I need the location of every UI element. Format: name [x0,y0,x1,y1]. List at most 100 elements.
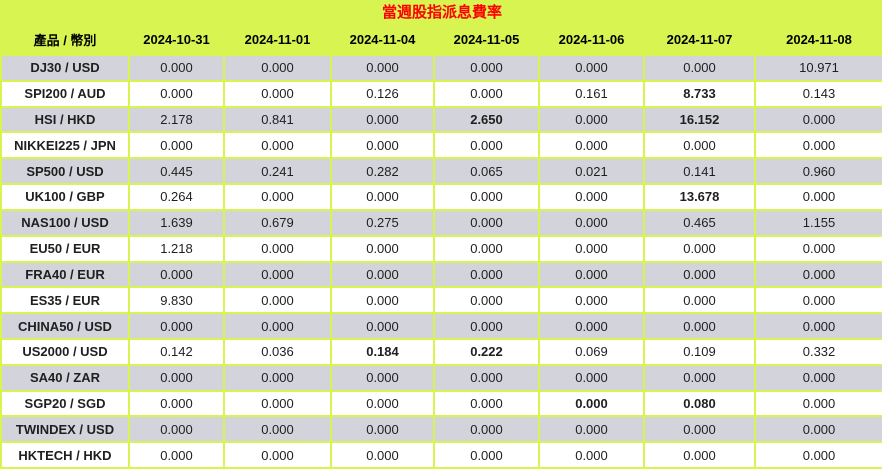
table-row: TWINDEX / USD 0.000 0.000 0.000 0.000 0.000 0.… [0,415,882,444]
table-row: CHINA50 / USD 0.000 0.000 0.000 0.000 0.000 0.… [0,312,882,340]
rate-value-cell: 0.000 [330,286,435,315]
date-column-header: 2024-10-31 [128,23,225,56]
rate-value-cell: 0.000 [128,79,225,108]
rate-value-cell: 13.678 [643,183,756,211]
table-row: ES35 / EUR 9.830 0.000 0.000 0.000 0.000 0.000… [0,286,882,315]
table-body: DJ30 / USD 0.000 0.000 0.000 0.000 0.000 0.000… [0,54,882,469]
table-row: SP500 / USD 0.445 0.241 0.282 0.065 0.021 0.14… [0,157,882,186]
rate-value-cell: 0.000 [330,363,435,392]
rate-value-cell: 0.000 [330,105,435,134]
rate-value-cell: 0.445 [128,157,225,186]
rate-value-cell: 0.000 [330,183,435,211]
rate-value-cell: 0.000 [753,260,882,289]
product-label: SGP20 / SGD [0,389,130,418]
rate-value-cell: 0.000 [330,131,435,160]
rate-value-cell: 0.000 [753,389,882,418]
rate-value-cell: 0.000 [433,312,540,340]
product-label: EU50 / EUR [0,234,130,263]
rate-value-cell: 0.000 [433,389,540,418]
rate-value-cell: 0.000 [128,260,225,289]
rate-value-cell: 0.141 [643,157,756,186]
table-row: SA40 / ZAR 0.000 0.000 0.000 0.000 0.000 0.000… [0,363,882,392]
rate-value-cell: 0.275 [330,208,435,237]
rate-value-cell: 0.000 [643,363,756,392]
rate-value-cell: 0.000 [643,312,756,340]
rate-value-cell: 0.000 [643,415,756,444]
date-column-header: 2024-11-08 [753,23,882,56]
rate-value-cell: 0.000 [128,389,225,418]
table-row: EU50 / EUR 1.218 0.000 0.000 0.000 0.000 0.000… [0,234,882,263]
rate-value-cell: 0.000 [223,54,332,82]
table-row: US2000 / USD 0.142 0.036 0.184 0.222 0.069 0.1… [0,337,882,366]
rate-value-cell: 0.000 [643,260,756,289]
rate-value-cell: 0.000 [643,234,756,263]
rate-value-cell: 0.143 [753,79,882,108]
rate-value-cell: 9.830 [128,286,225,315]
table-row: UK100 / GBP 0.264 0.000 0.000 0.000 0.000 13.6… [0,183,882,211]
rate-value-cell: 0.000 [538,183,645,211]
table-row: FRA40 / EUR 0.000 0.000 0.000 0.000 0.000 0.00… [0,260,882,289]
rate-value-cell: 8.733 [643,79,756,108]
product-label: DJ30 / USD [0,54,130,82]
rate-value-cell: 0.000 [330,415,435,444]
rate-value-cell: 0.000 [128,312,225,340]
rate-value-cell: 0.000 [753,105,882,134]
rate-value-cell: 0.000 [330,234,435,263]
product-label: CHINA50 / USD [0,312,130,340]
rate-value-cell: 0.282 [330,157,435,186]
rate-value-cell: 0.000 [753,312,882,340]
rate-value-cell: 0.000 [223,131,332,160]
rate-value-cell: 0.000 [538,260,645,289]
table-header-row: 產品 / 幣別 2024-10-31 2024-11-01 2024-11-04 202… [0,23,882,56]
rate-value-cell: 0.142 [128,337,225,366]
product-label: HSI / HKD [0,105,130,134]
rate-value-cell: 0.000 [223,389,332,418]
product-column-header: 產品 / 幣別 [0,23,130,56]
rate-value-cell: 0.000 [330,54,435,82]
rate-value-cell: 0.069 [538,337,645,366]
product-label: SA40 / ZAR [0,363,130,392]
rate-value-cell: 0.000 [433,54,540,82]
rate-value-cell: 0.000 [753,286,882,315]
rate-value-cell: 0.000 [433,441,540,469]
rate-value-cell: 0.000 [753,183,882,211]
rate-value-cell: 0.000 [753,363,882,392]
rate-value-cell: 0.021 [538,157,645,186]
rate-value-cell: 0.000 [433,234,540,263]
rate-value-cell: 1.218 [128,234,225,263]
page-title: 當週股指派息費率 [1,0,882,24]
rate-value-cell: 0.000 [753,131,882,160]
rate-value-cell: 0.161 [538,79,645,108]
date-column-header: 2024-11-01 [223,23,332,56]
rate-value-cell: 0.126 [330,79,435,108]
rate-value-cell: 0.000 [223,183,332,211]
rate-value-cell: 1.639 [128,208,225,237]
rate-value-cell: 0.109 [643,337,756,366]
rate-value-cell: 0.000 [223,286,332,315]
rate-value-cell: 0.000 [330,389,435,418]
table-row: DJ30 / USD 0.000 0.000 0.000 0.000 0.000 0.000… [0,54,882,82]
rate-value-cell: 0.000 [433,183,540,211]
rate-value-cell: 0.000 [538,208,645,237]
rate-value-cell: 0.000 [128,131,225,160]
rate-value-cell: 0.000 [223,363,332,392]
table-row: NAS100 / USD 1.639 0.679 0.275 0.000 0.000 0.4… [0,208,882,237]
rate-value-cell: 0.679 [223,208,332,237]
product-label: NAS100 / USD [0,208,130,237]
date-column-header: 2024-11-07 [643,23,756,56]
rate-value-cell: 0.000 [538,105,645,134]
rate-value-cell: 0.000 [538,131,645,160]
product-label: TWINDEX / USD [0,415,130,444]
rate-value-cell: 0.000 [643,54,756,82]
table-row: SGP20 / SGD 0.000 0.000 0.000 0.000 0.000 0.08… [0,389,882,418]
table-row: HSI / HKD 2.178 0.841 0.000 2.650 0.000 16.152… [0,105,882,134]
rate-value-cell: 0.000 [538,441,645,469]
product-label: HKTECH / HKD [0,441,130,469]
table-row: SPI200 / AUD 0.000 0.000 0.126 0.000 0.161 8.7… [0,79,882,108]
rate-value-cell: 16.152 [643,105,756,134]
rate-value-cell: 0.000 [643,131,756,160]
rate-value-cell: 0.000 [223,234,332,263]
rate-value-cell: 10.971 [753,54,882,82]
rate-value-cell: 0.000 [538,286,645,315]
rate-value-cell: 2.650 [433,105,540,134]
